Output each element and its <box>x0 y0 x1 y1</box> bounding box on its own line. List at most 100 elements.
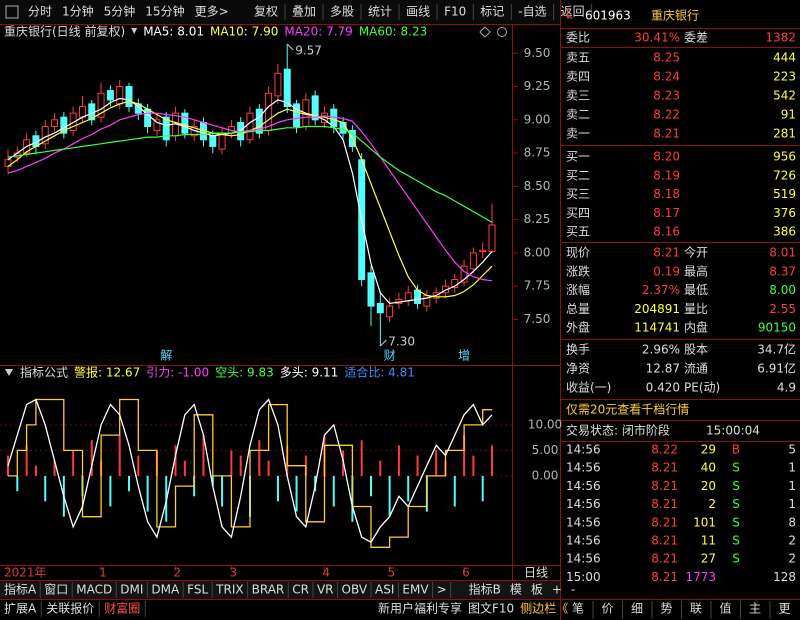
candle-body <box>162 116 170 141</box>
toolbar-tab[interactable]: 更多> <box>195 5 229 19</box>
indicator-tab[interactable]: BRAR <box>252 583 285 597</box>
template-tab[interactable]: 指标B <box>469 582 501 597</box>
side-tab[interactable]: 细 <box>631 602 643 616</box>
trade-cell: 29 <box>701 443 716 457</box>
toolbar-tab[interactable]: 1分钟 <box>62 4 94 19</box>
period-label: 日线 <box>524 566 548 580</box>
x-tick-label: 6 <box>462 566 470 580</box>
indicator-tab[interactable]: OBV <box>342 583 368 597</box>
template-tab[interactable]: 模 <box>510 583 522 597</box>
finance-value: 6.91亿 <box>757 361 796 376</box>
y-tick-label: 8.50 <box>524 179 551 193</box>
stat-value: 2.55 <box>769 302 796 316</box>
candle-body <box>41 125 49 145</box>
indicator-tab[interactable]: VR <box>317 583 334 597</box>
status-link[interactable]: 图文F10 <box>468 601 514 616</box>
side-tab[interactable]: 联 <box>690 602 702 616</box>
side-tab[interactable]: 值 <box>719 601 731 616</box>
side-tab[interactable]: 笔 <box>572 601 584 616</box>
finance-label: 换手 <box>566 343 590 357</box>
indicator-tab[interactable]: ASI <box>375 583 394 597</box>
toolbar-button[interactable]: 复权 <box>254 5 278 19</box>
trade-cell: 15:00 <box>566 570 601 584</box>
side-tab[interactable]: 更 <box>778 602 790 616</box>
bid-label: 买二 <box>566 168 590 182</box>
indicator-tab[interactable]: 窗口 <box>44 583 68 597</box>
ask-volume: 542 <box>773 89 796 103</box>
candle-body <box>209 135 217 147</box>
x-tick-label: 1 <box>99 566 107 580</box>
template-tab[interactable]: - <box>571 583 575 597</box>
toolbar-tab[interactable]: 分时 <box>28 5 52 19</box>
template-tab[interactable]: 板 <box>531 583 543 597</box>
bid-volume: 386 <box>773 225 796 239</box>
side-tab[interactable]: 价 <box>601 602 613 616</box>
trade-cell: 1 <box>788 461 796 475</box>
stat-label: 量比 <box>684 302 708 316</box>
x-tick-label: 3 <box>229 566 237 580</box>
promo-link[interactable]: 仅需20元查看千档行情 <box>566 403 689 417</box>
side-tab[interactable]: 主 <box>749 602 761 616</box>
ask-volume: 444 <box>773 51 796 65</box>
toolbar-button[interactable]: 多股 <box>330 5 354 19</box>
stat-label: 最高 <box>684 263 708 278</box>
candle-body <box>311 95 319 121</box>
indicator-tab[interactable]: 指标A <box>4 582 37 597</box>
stat-value: 114741 <box>634 321 680 335</box>
extension-tab[interactable]: 财富圈 <box>104 601 140 616</box>
candle-body <box>488 224 496 253</box>
diamond-icon[interactable] <box>479 26 491 38</box>
ma-legend: MA60: 8.23 <box>359 25 427 39</box>
toolbar-button[interactable]: 标记 <box>480 5 504 19</box>
trade-cell: 8 <box>788 515 796 529</box>
ma-line <box>7 125 493 223</box>
trade-cell: 11 <box>701 534 716 548</box>
toolbar-button[interactable]: 统计 <box>368 5 392 19</box>
circle-icon[interactable] <box>497 27 507 37</box>
trade-cell: 14:56 <box>566 443 601 457</box>
toolbar-button[interactable]: 叠加 <box>292 5 316 19</box>
candle-body <box>255 108 263 134</box>
indicator-tab[interactable]: DMI <box>120 583 143 597</box>
trade-cell: 8.21 <box>651 570 678 584</box>
toolbar-tab[interactable]: 5分钟 <box>104 4 136 19</box>
finance-value: 34.7亿 <box>757 342 796 357</box>
ask-volume: 223 <box>773 70 796 84</box>
toolbar-tab[interactable]: 15分钟 <box>145 4 184 19</box>
toolbar-button[interactable]: F10 <box>444 5 466 19</box>
indicator-tab[interactable]: EMV <box>402 583 429 597</box>
stat-label: 今开 <box>684 245 708 260</box>
stat-label: 外盘 <box>566 320 590 335</box>
template-tab[interactable]: + <box>552 583 562 597</box>
ma-toggle[interactable] <box>131 28 138 34</box>
trade-cell: 1 <box>788 479 796 493</box>
indicator-tab[interactable]: FSL <box>187 583 208 597</box>
candle-body <box>414 289 422 304</box>
status-link[interactable]: 新用户福利专享 <box>378 601 462 616</box>
bid-label: 买一 <box>566 150 590 164</box>
toolbar-button[interactable]: 画线 <box>406 5 430 19</box>
extension-tab[interactable]: 关联报价 <box>46 601 94 616</box>
candle-body <box>246 112 254 141</box>
extension-tab[interactable]: 扩展A <box>4 602 37 616</box>
trade-cell: 8.21 <box>651 497 678 511</box>
low-pointer <box>379 339 387 347</box>
ask-volume: 91 <box>781 108 796 122</box>
side-tab[interactable]: 势 <box>660 602 672 616</box>
ma-legend: MA20: 7.79 <box>284 25 352 39</box>
indicator-tab[interactable]: TRIX <box>215 583 243 597</box>
indicator-tab[interactable]: DMA <box>151 583 180 597</box>
ratio-label: 委差 <box>684 31 708 45</box>
trade-cell: 14:56 <box>566 479 601 493</box>
candle-body <box>97 92 105 118</box>
trade-cell: 2 <box>788 534 796 548</box>
toolbar-bg <box>0 0 560 24</box>
indicator-tab[interactable]: MACD <box>76 583 112 597</box>
indicator-tab[interactable]: CR <box>292 583 309 597</box>
toolbar-button[interactable]: -自选 <box>518 5 546 19</box>
candle-body <box>51 119 59 127</box>
indicator-tab[interactable]: > <box>437 583 447 597</box>
candle-body <box>153 119 161 131</box>
toolbar-button[interactable]: 返回 <box>561 5 585 19</box>
status-link[interactable]: 侧边栏《 <box>520 601 568 616</box>
